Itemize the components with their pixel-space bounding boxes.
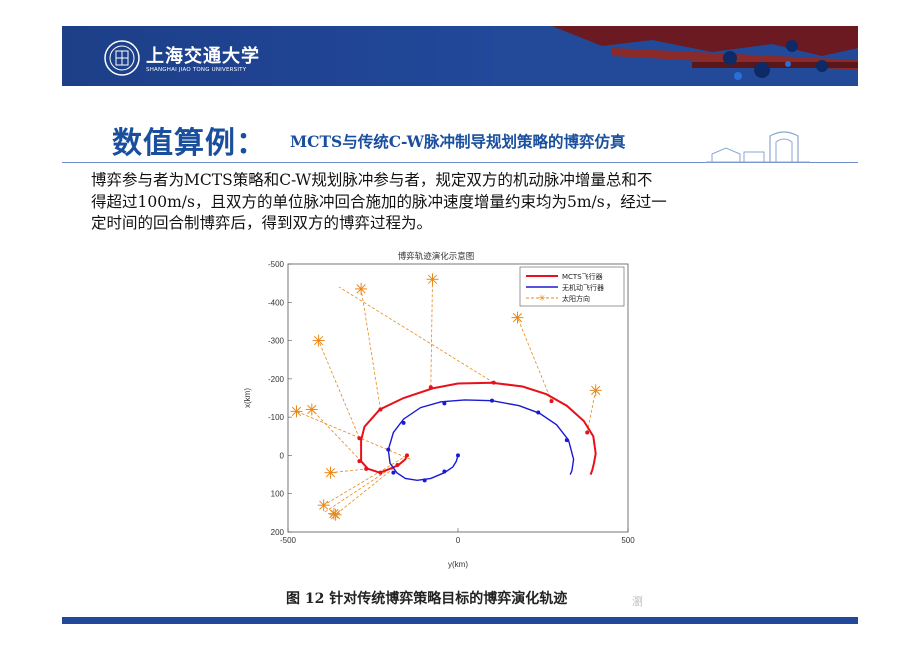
y-tick-label: 100 <box>271 490 285 499</box>
sun-direction-line <box>296 411 411 460</box>
passive-trajectory-line <box>387 399 575 482</box>
sun-direction-line <box>338 286 494 384</box>
passive-point <box>401 420 406 425</box>
university-name-cn: 上海交通大学 <box>146 46 260 67</box>
mcts-point <box>357 436 362 441</box>
passive-point <box>490 398 494 403</box>
sun-star-ray <box>329 509 339 519</box>
watermark-text: 瀏 <box>632 595 643 608</box>
sun-star-marker <box>312 334 325 347</box>
passive-point <box>564 438 569 443</box>
sun-star-marker <box>305 403 318 416</box>
x-tick-label: -500 <box>280 536 297 545</box>
figure-caption: 图 12 针对传统博弈策略目标的博弈演化轨迹 <box>286 591 568 607</box>
sun-star-marker <box>317 499 330 512</box>
university-name-en: SHANGHAI JIAO TONG UNIVERSITY <box>146 67 247 73</box>
y-axis-label: x(km) <box>243 388 252 408</box>
sun-direction-line <box>586 390 597 433</box>
passive-point <box>386 447 391 452</box>
sun-star-marker <box>426 273 439 286</box>
sun-star-marker <box>327 507 340 520</box>
x-axis-ticks: -500 0 500 <box>280 528 635 545</box>
sun-direction-line <box>323 455 408 506</box>
body-line: 博弈参与者为MCTS策略和C-W规划脉冲参与者，规定双方的机动脉冲增量总和不 <box>91 171 653 189</box>
trajectory-lines <box>360 381 597 482</box>
legend-label-mcts: MCTS飞行器 <box>562 272 603 281</box>
sun-star-ray <box>356 284 366 294</box>
header-banner <box>62 26 858 86</box>
passive-point <box>422 478 427 483</box>
y-tick-label: -400 <box>268 298 285 307</box>
passive-point <box>391 470 396 475</box>
sun-star-ray <box>319 500 329 510</box>
footer-bar <box>62 617 858 624</box>
sun-star-ray <box>291 406 302 416</box>
mcts-point <box>491 380 496 385</box>
sun-direction-lines <box>290 273 602 521</box>
sun-star-marker <box>355 282 368 295</box>
legend-label-sun: 太阳方向 <box>562 294 590 303</box>
x-axis-label: y(km) <box>448 560 468 569</box>
mcts-point <box>378 407 383 412</box>
sun-direction-line <box>318 340 360 439</box>
x-tick-label: 0 <box>456 536 461 545</box>
title-divider <box>62 162 858 163</box>
x-tick-label: 500 <box>621 536 635 545</box>
mcts-point <box>357 459 362 464</box>
sun-star-ray <box>512 313 523 323</box>
y-tick-label: -100 <box>268 413 285 422</box>
y-tick-label: -500 <box>268 260 285 269</box>
sun-star-marker <box>511 311 524 324</box>
chart-title: 博弈轨迹演化示意图 <box>398 251 475 262</box>
passive-point <box>456 453 460 458</box>
campus-gate-icon <box>706 131 810 163</box>
trajectory-chart: 博弈轨迹演化示意图 -500 -400 -300 -200 -100 0 100 200 -5… <box>243 251 635 569</box>
sun-star-marker <box>589 384 602 397</box>
legend-star-sun: ✳ <box>538 294 546 304</box>
mcts-point <box>428 385 433 390</box>
university-seal-icon <box>104 40 140 76</box>
sun-star-marker <box>290 405 303 418</box>
trajectory-markers <box>357 380 590 483</box>
page-title: 数值算例： <box>112 126 267 161</box>
body-line: 定时间的回合制博弈后，得到双方的博弈过程为。 <box>91 214 433 232</box>
mcts-point <box>549 399 554 404</box>
sun-star-marker <box>324 466 337 479</box>
legend-label-passive: 无机动飞行器 <box>562 283 604 292</box>
body-paragraph: 博弈参与者为MCTS策略和C-W规划脉冲参与者，规定双方的机动脉冲增量总和不 得… <box>91 170 821 235</box>
sun-star-ray <box>427 274 438 284</box>
mcts-point <box>405 453 409 458</box>
sun-direction-line <box>323 468 391 514</box>
plot-area <box>287 263 629 533</box>
y-tick-label: -200 <box>268 375 285 384</box>
sun-direction-line <box>335 464 398 516</box>
chart-legend: MCTS飞行器 无机动飞行器 ✳ 太阳方向 <box>519 266 625 307</box>
sun-star-ray <box>314 335 324 346</box>
y-tick-label: 0 <box>280 451 285 460</box>
sun-star-ray <box>307 404 317 415</box>
passive-point <box>442 401 447 406</box>
sun-direction-line <box>360 288 381 410</box>
architecture-photo <box>492 26 858 86</box>
passive-point <box>442 469 447 474</box>
sun-direction-line <box>430 279 433 388</box>
sun-star-ray <box>591 385 601 395</box>
sun-direction-line <box>330 468 368 474</box>
y-axis-ticks: -500 -400 -300 -200 -100 0 100 200 <box>268 260 292 537</box>
mcts-trajectory-line <box>360 381 597 475</box>
y-tick-label: -300 <box>268 337 285 346</box>
page-subtitle: MCTS与传统C-W脉冲制导规划策略的博弈仿真 <box>290 132 626 151</box>
mcts-point <box>364 466 369 471</box>
mcts-point <box>395 463 400 467</box>
mcts-point <box>378 470 383 475</box>
body-line: 得超过100m/s，且双方的单位脉冲回合施加的脉冲速度增量约束均为5m/s，经过… <box>91 192 667 211</box>
y-tick-label: 200 <box>271 528 285 537</box>
sun-direction-line <box>517 317 552 402</box>
sun-direction-line <box>311 409 362 462</box>
sun-star-ray <box>325 468 336 478</box>
passive-point <box>536 410 541 415</box>
mcts-point <box>585 430 590 435</box>
